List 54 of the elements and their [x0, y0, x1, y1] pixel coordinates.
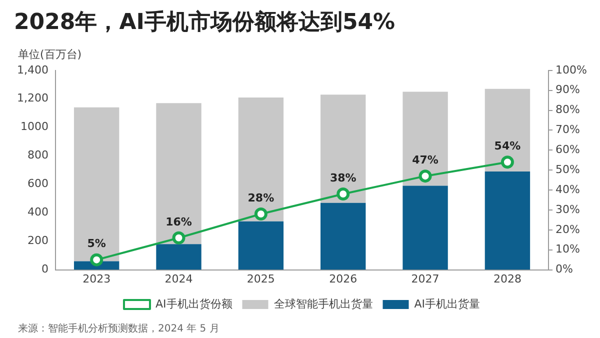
y2-tick-label: 10% [556, 242, 580, 256]
y2-tick-label: 60% [556, 143, 580, 156]
point [254, 207, 268, 220]
point [500, 156, 514, 169]
bar [156, 103, 202, 244]
y-tick-label: 1,400 [16, 63, 48, 76]
y-tick-label: 0 [41, 262, 48, 276]
legend-label: 全球智能手机出货量 [274, 297, 373, 310]
x-tick-label: 2028 [493, 272, 522, 286]
y-tick-label: 1,200 [16, 92, 48, 105]
y-tick-label: 1000 [20, 120, 48, 134]
chart-title: 2028年，AI手机市场份额将达到54% [14, 8, 396, 35]
legend-label: AI手机出货份额 [155, 297, 232, 310]
data-label: 5% [87, 237, 106, 250]
y2-tick-label: 40% [556, 182, 580, 196]
x-tick-label: 2027 [411, 272, 440, 286]
y-tick-label: 800 [27, 148, 48, 162]
point [90, 253, 104, 266]
data-label: 16% [166, 215, 192, 228]
bar [402, 186, 448, 270]
y-axis-title: 单位(百万台) [18, 48, 82, 61]
y2-tick-label: 80% [556, 103, 580, 116]
bar [320, 202, 366, 270]
bar [156, 244, 202, 270]
bar [238, 97, 284, 222]
x-tick-label: 2024 [164, 272, 193, 286]
legend-label: AI手机出货量 [414, 297, 480, 310]
y-tick-label: 600 [27, 177, 48, 190]
data-label: 38% [330, 171, 356, 184]
y-tick-label: 200 [27, 234, 48, 248]
bar [320, 94, 366, 203]
x-tick-label: 2025 [246, 272, 275, 286]
bar [402, 92, 448, 186]
point [172, 231, 186, 244]
source-note: 来源：智能手机分析预测数据，2024 年 5 月 [18, 322, 220, 335]
y2-tick-label: 70% [556, 123, 580, 136]
bar [484, 88, 530, 172]
y2-tick-label: 20% [556, 222, 580, 236]
bar [74, 107, 120, 262]
bar [238, 221, 284, 270]
y2-tick-label: 0% [556, 262, 574, 276]
point [336, 188, 350, 201]
data-label: 28% [248, 191, 274, 204]
y2-tick-label: 90% [556, 83, 580, 96]
y2-tick-label: 50% [556, 162, 580, 176]
data-label: 47% [412, 153, 438, 166]
y2-tick-label: 100% [556, 63, 588, 76]
x-tick-label: 2026 [329, 272, 358, 286]
data-label: 54% [494, 139, 521, 152]
bar [484, 172, 530, 270]
x-tick-label: 2023 [82, 272, 111, 286]
y2-tick-label: 30% [556, 202, 580, 216]
y-tick-label: 400 [27, 206, 48, 219]
point [418, 170, 432, 183]
